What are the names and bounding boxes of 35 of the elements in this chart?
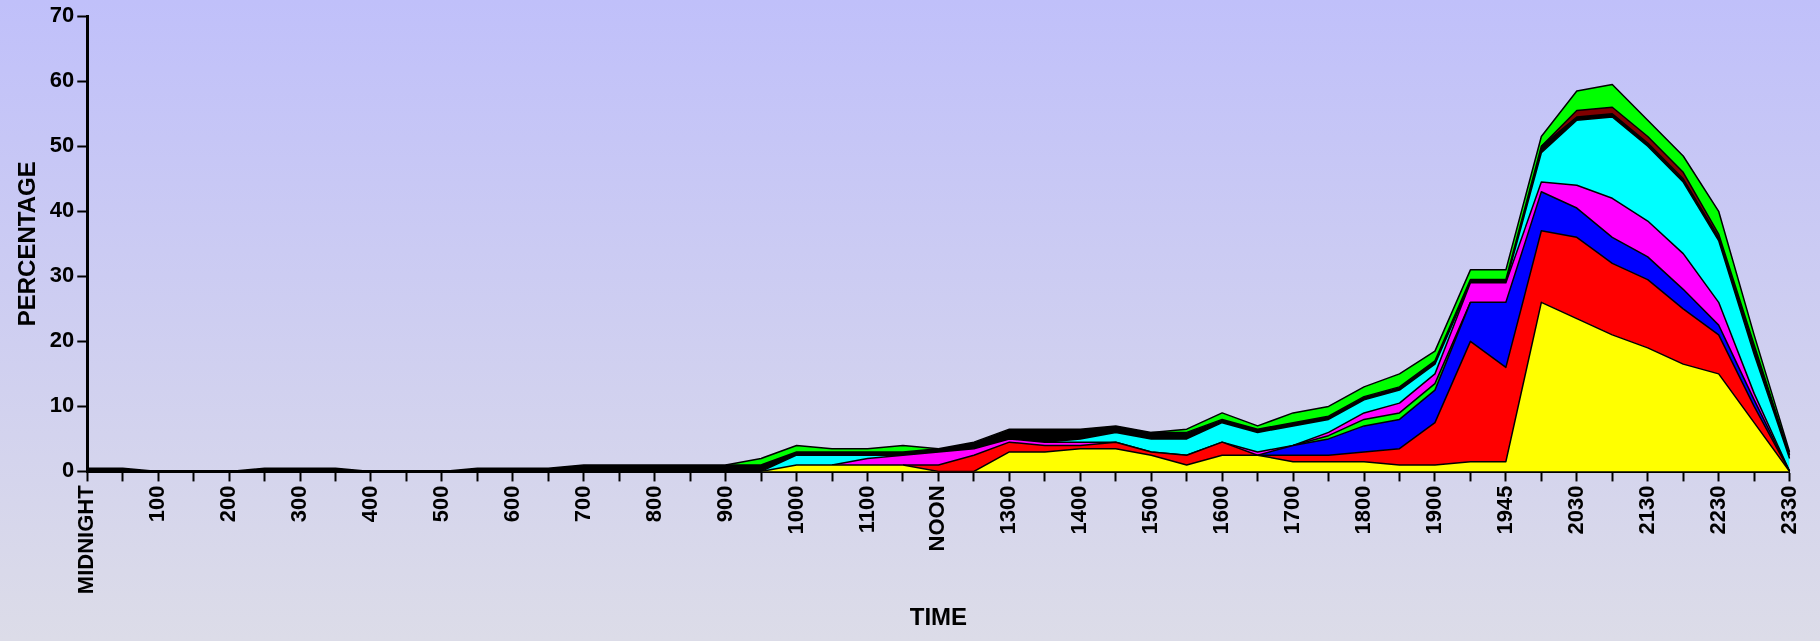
y-tick-label: 50: [49, 132, 75, 158]
y-tick-label: 60: [49, 67, 75, 93]
x-tick-label: MIDNIGHT: [73, 484, 99, 595]
y-tick-label: 30: [49, 262, 75, 288]
x-axis-title: TIME: [909, 603, 968, 631]
x-tick-label: 2230: [1704, 485, 1730, 535]
x-tick-label: 100: [144, 485, 170, 523]
y-tick-label: 20: [49, 327, 75, 353]
y-tick-label: 70: [49, 2, 75, 28]
x-tick-label: NOON: [924, 485, 950, 552]
x-tick-label: 300: [286, 485, 312, 523]
x-tick-label: 500: [427, 485, 453, 523]
x-tick-label: 400: [357, 485, 383, 523]
x-tick-label: 1000: [782, 485, 808, 535]
y-tick-label: 10: [49, 392, 75, 418]
x-tick-label: 1700: [1279, 485, 1305, 535]
x-tick-label: 2130: [1633, 485, 1659, 535]
x-tick-label: 1945: [1491, 485, 1517, 535]
x-tick-label: 900: [711, 485, 737, 523]
y-tick-label: 40: [49, 197, 75, 223]
x-tick-label: 1400: [1066, 485, 1092, 535]
x-tick-label: 1300: [995, 485, 1021, 535]
x-tick-label: 600: [498, 485, 524, 523]
x-tick-label: 1100: [853, 485, 879, 534]
x-tick-label: 1900: [1421, 485, 1447, 535]
x-tick-label: 1500: [1137, 485, 1163, 535]
x-tick-label: 700: [569, 485, 595, 523]
y-axis-title: PERCENTAGE: [13, 161, 41, 327]
x-tick-label: 2330: [1775, 485, 1801, 535]
x-tick-label: 1800: [1350, 485, 1376, 535]
x-tick-label: 200: [215, 485, 241, 523]
y-tick-label: 0: [62, 457, 75, 483]
x-tick-label: 800: [640, 485, 666, 523]
x-tick-label: 1600: [1208, 485, 1234, 535]
x-tick-label: 2030: [1562, 485, 1588, 535]
